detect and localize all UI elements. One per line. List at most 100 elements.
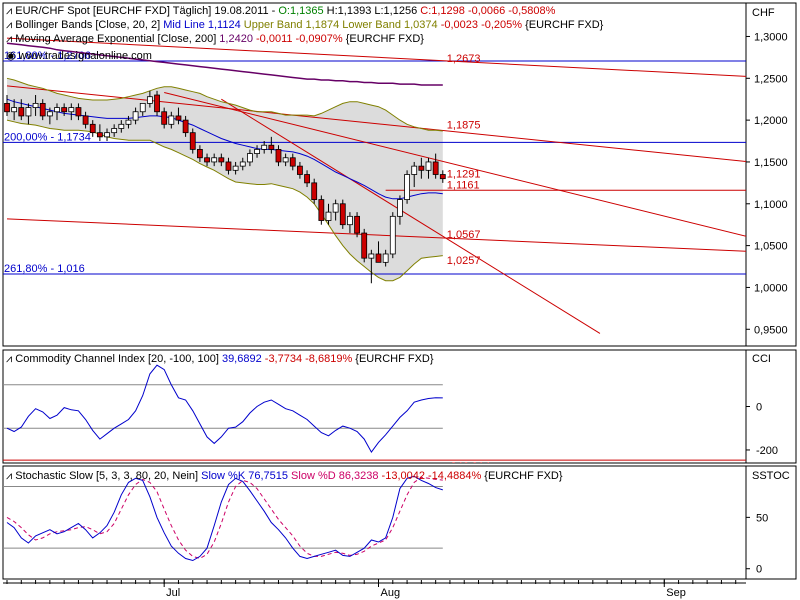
main-axis-frame: [745, 2, 797, 347]
legend-glyph-bb: ⩘: [6, 19, 15, 31]
price-annotation-3: 1,1161: [447, 179, 480, 191]
candle-body-37: [268, 144, 275, 150]
price-annotation-4: 1,0567: [447, 229, 481, 241]
legend-ema-prefix: Moving Average Exponential [Close, 200]: [15, 33, 216, 45]
candle-body-6: [46, 111, 53, 117]
legend-sto-line[interactable]: ⩘ Stochastic Slow [5, 3, 3, 80, 20, Nein…: [6, 470, 563, 482]
legend-glyph-price: ⩘: [6, 5, 15, 17]
candle-body-47: [339, 203, 346, 226]
cci-axis-frame: [745, 349, 797, 464]
candle-body-32: [232, 165, 239, 171]
candle-body-44: [318, 199, 325, 221]
main-y-tick-label-3: 1,1000: [754, 199, 788, 211]
cci-plot-frame: [2, 349, 747, 464]
sto-panel: 0 50 SSTOC ⩘ Stochastic Slow [5, 3, 3, 80…: [2, 465, 797, 580]
trendline-2: [6, 218, 746, 252]
main-plot-area[interactable]: 161,80% - 1,2706 200,00% - 1,1734 261,80% …: [3, 37, 750, 334]
cci-panel: -246,914 0 -200 CCI ⩘ Commodity Channel I…: [2, 349, 797, 473]
legend-bb-lower: Lower Band 1,0374: [339, 19, 437, 31]
legend-cci-suffix: {EURCHF FXD}: [352, 353, 434, 365]
sto-d-line: [6, 476, 443, 560]
legend-bb-line[interactable]: ⩘ Bollinger Bands [Close, 20, 2] Mid Lin…: [6, 19, 604, 31]
legend-bb-prefix: Bollinger Bands [Close, 20, 2]: [15, 19, 160, 31]
candle-body-31: [225, 161, 232, 171]
candle-body-27: [196, 149, 203, 159]
globe-icon: ◉: [6, 50, 19, 62]
candle-body-3: [25, 107, 32, 117]
legend-cci-value: 39,6892: [219, 353, 262, 365]
candle-body-22: [161, 111, 168, 125]
candle-body-57: [411, 165, 418, 175]
candle-body-18: [132, 111, 139, 121]
candle-body-2: [18, 107, 25, 117]
candle-body-38: [275, 149, 282, 163]
sto-axis-frame: [745, 465, 797, 580]
x-tick-label-2: Sep: [666, 587, 686, 599]
legend-price-open: O:1,1365: [278, 5, 323, 17]
main-y-tick-label-5: 1,2000: [754, 115, 788, 127]
candle-body-56: [404, 174, 410, 200]
legend-price-prefix: EUR/CHF Spot [EURCHF FXD] Täglich] 19.08…: [15, 5, 278, 17]
legend-ema-change: -0,0011 -0,0907%: [253, 33, 343, 45]
cci-y-tick-label-1: -200: [756, 445, 778, 457]
legend-glyph-cci: ⩘: [6, 353, 15, 365]
candle-body-51: [368, 253, 375, 259]
legend-cci-line[interactable]: ⩘ Commodity Channel Index [20, -100, 100…: [6, 353, 434, 365]
candle-body-20: [146, 96, 153, 104]
candle-body-30: [218, 157, 225, 163]
legend-bb-change: -0,0023 -0,205%: [438, 19, 523, 31]
main-y-tick-label-0: 0,9500: [754, 324, 788, 336]
cci-line: [6, 364, 443, 454]
legend-sto-k: Slow %K 76,7515: [198, 470, 288, 482]
cci-min-label: -246,914: [447, 461, 490, 473]
legend-price-close: C:1,1298: [417, 5, 465, 17]
ema200-line: [6, 42, 443, 86]
legend-price-line[interactable]: ⩘ EUR/CHF Spot [EURCHF FXD] Täglich] 19.…: [6, 5, 556, 17]
legend-cci-change: -3,7734 -8,6819%: [262, 353, 353, 365]
candle-body-43: [311, 182, 318, 200]
price-annotation-5: 1,0257: [447, 255, 481, 267]
legend-ema-value: 1,2420: [216, 33, 253, 45]
candle-body-26: [189, 132, 196, 150]
candle-body-46: [332, 203, 339, 213]
candle-body-42: [304, 174, 310, 184]
candle-body-59: [425, 161, 432, 171]
sto-y-tick-label-1: 50: [756, 512, 768, 524]
candle-body-17: [125, 119, 132, 125]
main-y-tick-label-1: 1,0000: [754, 282, 788, 294]
candle-body-11: [82, 115, 89, 125]
x-tick-label-0: Jul: [166, 587, 180, 599]
legend-ema-suffix: {EURCHF FXD}: [343, 33, 425, 45]
candle-body-60: [432, 161, 439, 175]
candle-body-5: [39, 102, 46, 117]
sto-plot-area[interactable]: [3, 475, 443, 562]
trendline-0: [6, 37, 746, 77]
candle-body-9: [68, 107, 75, 113]
candle-body-14: [104, 132, 110, 138]
candle-body-58: [418, 165, 425, 171]
main-panel: 161,80% - 1,2706 200,00% - 1,1734 261,80% …: [2, 2, 797, 347]
legend-glyph-ema: ⩘: [6, 33, 15, 45]
candle-body-36: [261, 144, 268, 150]
cci-plot-area[interactable]: -246,914: [3, 364, 746, 473]
legend-price-low: L:1,1256: [371, 5, 417, 17]
main-unit-label: CHF: [752, 7, 775, 19]
candle-body-24: [175, 115, 182, 121]
main-y-tick-label-6: 1,2500: [754, 73, 788, 85]
legend-sto-prefix: Stochastic Slow [5, 3, 3, 80, 20, Nein]: [15, 470, 198, 482]
candle-body-12: [89, 123, 96, 134]
legend-bb-suffix: {EURCHF FXD}: [522, 19, 604, 31]
x-axis: Jul Aug Sep: [3, 579, 746, 599]
candle-body-0: [4, 102, 10, 113]
legend-sto-d: Slow %D 86,3238: [288, 470, 379, 482]
legend-glyph-sto: ⩘: [6, 470, 15, 482]
fib-level-label-2: 261,80% - 1,016: [4, 263, 85, 275]
x-tick-label-1: Aug: [381, 587, 401, 599]
website-label: ◉ www.tradesignalonline.com: [6, 50, 152, 62]
sto-y-axis: 0 50: [746, 512, 768, 576]
candle-body-40: [289, 157, 296, 167]
legend-ema-line[interactable]: ⩘ Moving Average Exponential [Close, 200…: [6, 33, 424, 45]
trendline-4: [221, 98, 601, 334]
legend-bb-mid: Mid Line 1,1124: [160, 19, 241, 31]
